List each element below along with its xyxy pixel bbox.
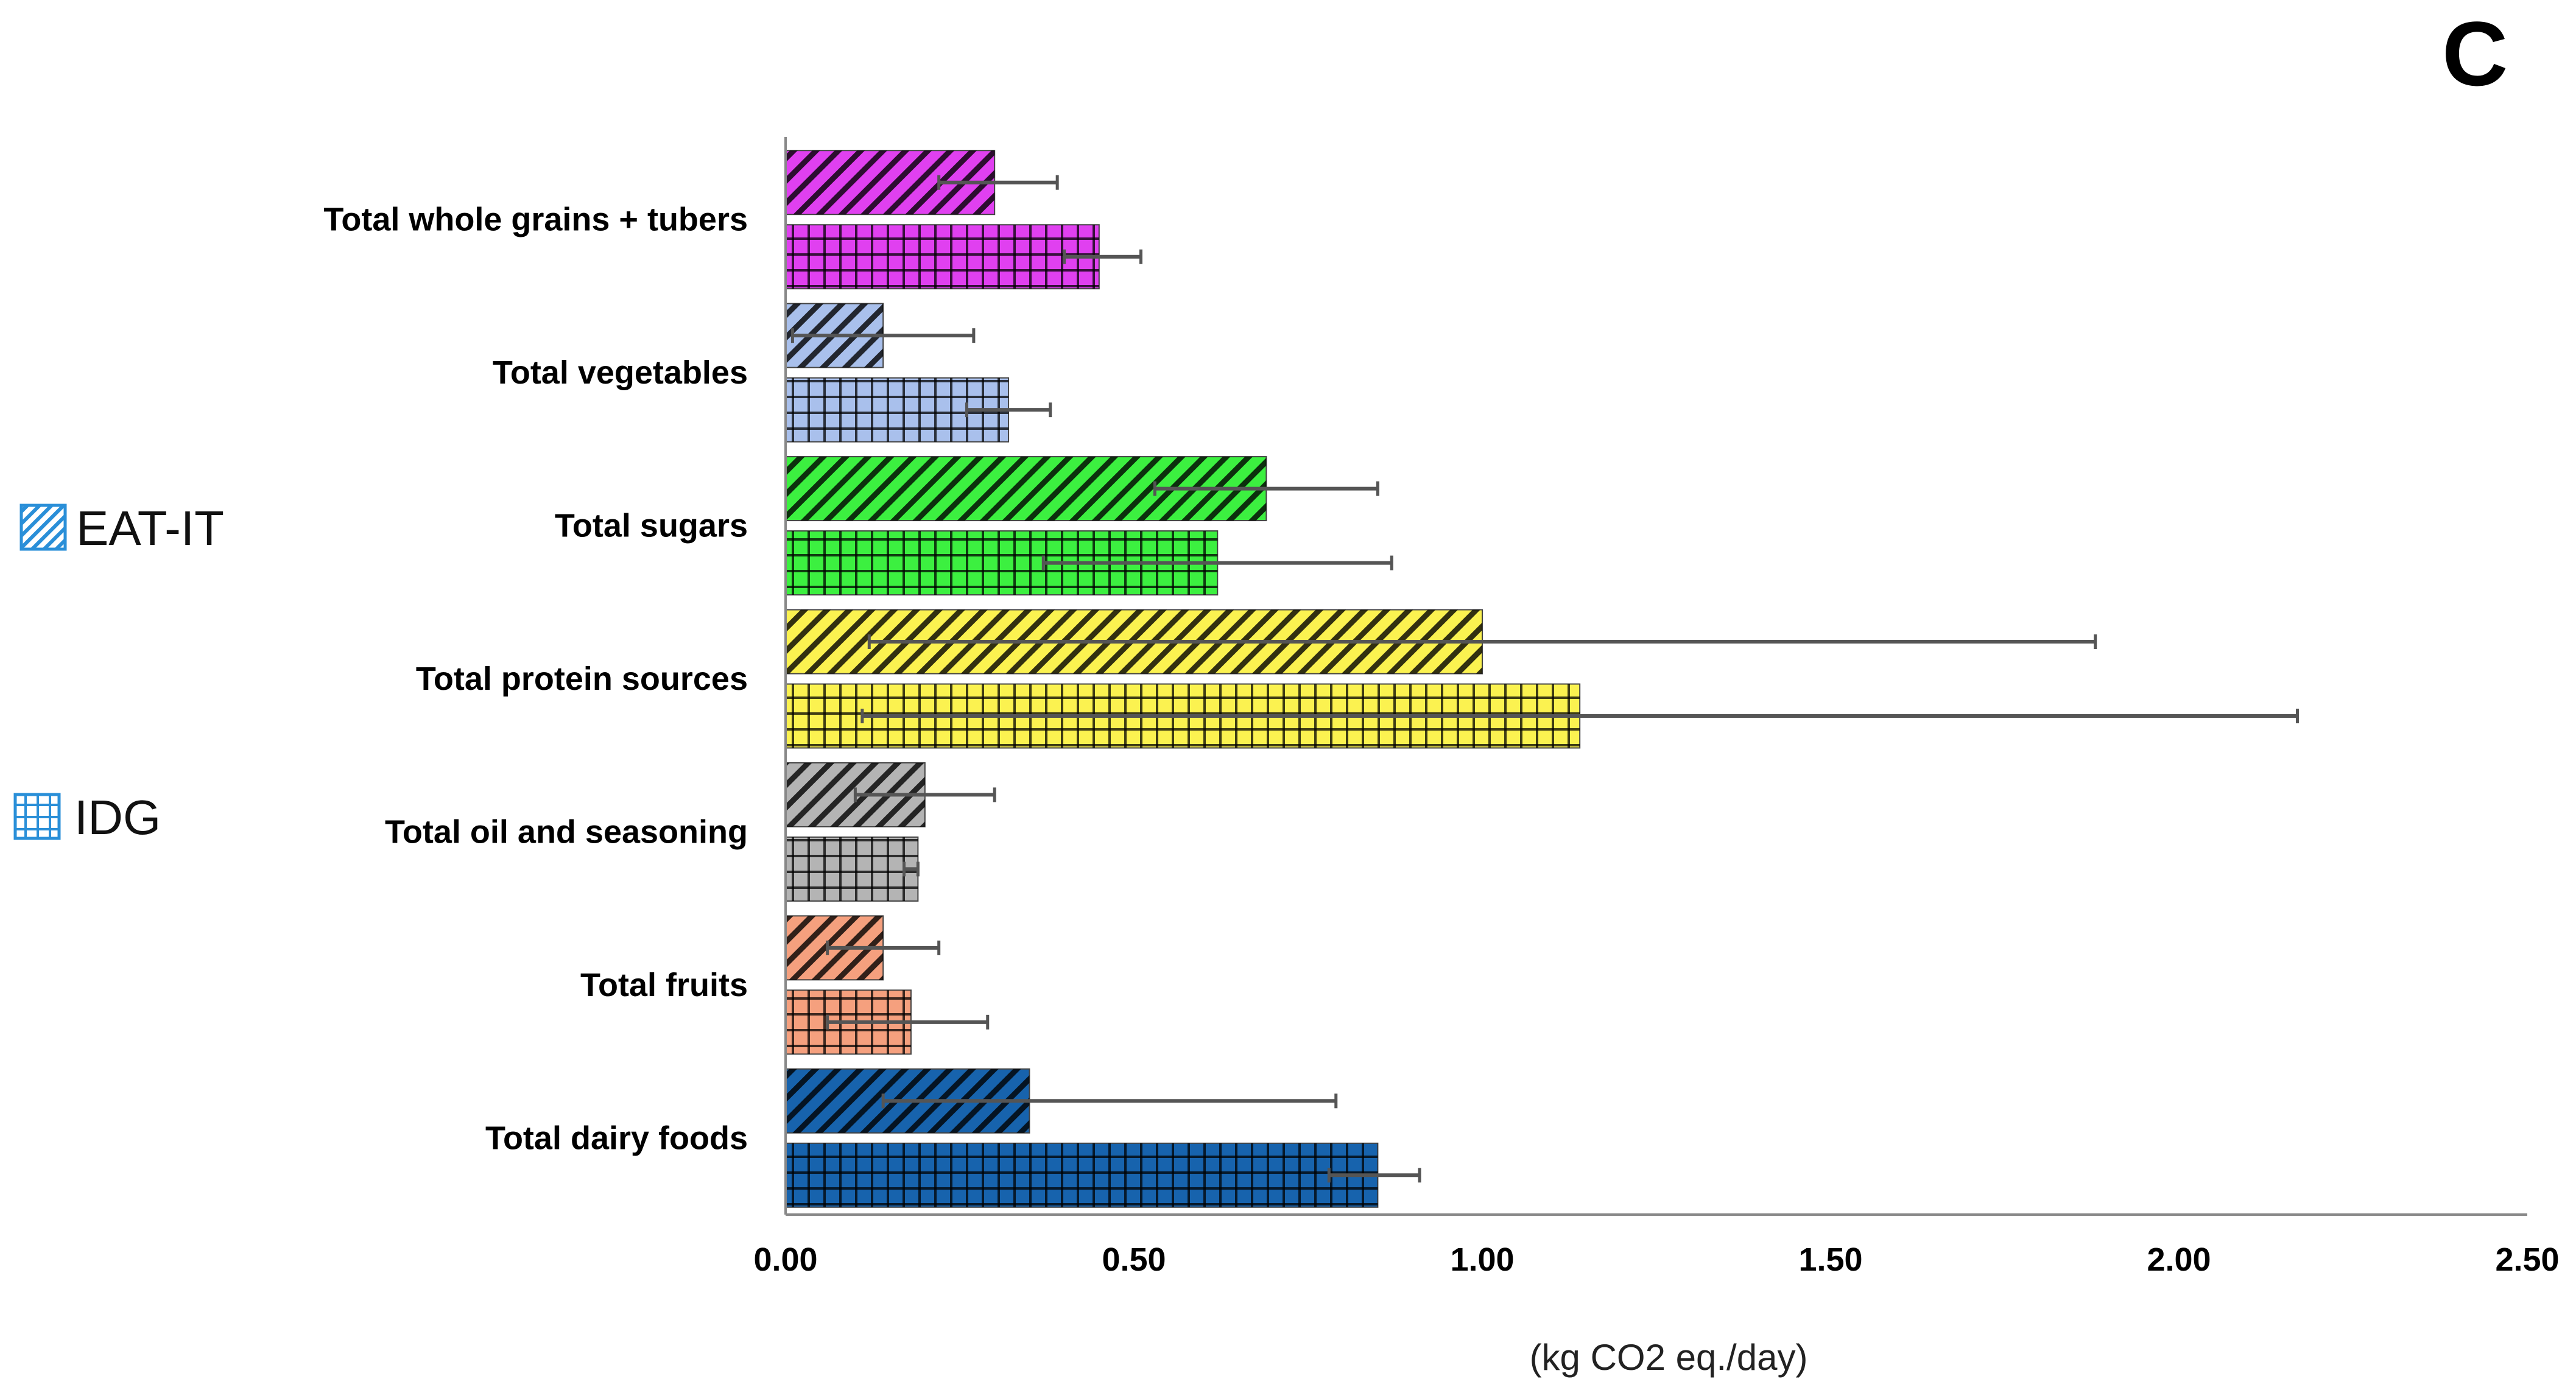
x-tick-label-0: 0.00 [753,1241,817,1278]
plot-area: Total whole grains + tubers Total vegetab… [323,137,2560,1278]
panel-label: C [2442,2,2508,105]
x-axis-title: (kg CO2 eq./day) [1530,1337,1808,1378]
x-tick-label-2: 1.00 [1450,1241,1514,1278]
legend-swatch-idg-pattern [15,795,59,838]
bar-idg-total-dairy-foods-pattern [786,1143,1378,1207]
x-tick-label-1: 0.50 [1102,1241,1166,1278]
legend-item-eat-it: EAT-IT [19,501,224,555]
x-tick-label-3: 1.50 [1798,1241,1862,1278]
legend-item-idg: IDG [13,790,161,844]
x-tick-label-5: 2.50 [2495,1241,2559,1278]
legend: EAT-IT IDG [13,501,224,844]
bar-idg-total-oil-and-seasoning-pattern [786,837,918,901]
category-label-total-sugars: Total sugars [555,508,748,544]
legend-swatch-eat-it-pattern [21,505,65,549]
legend-label-idg: IDG [74,790,161,844]
category-label-total-vegetables: Total vegetables [493,354,748,391]
bar-idg-total-whole-grains-tubers-pattern [786,225,1099,289]
category-label-total-fruits: Total fruits [580,967,748,1003]
category-label-total-dairy-foods: Total dairy foods [485,1120,748,1156]
category-label-total-whole-grains-tubers: Total whole grains + tubers [323,202,748,238]
category-label-total-protein-sources: Total protein sources [416,661,748,697]
x-tick-label-4: 2.00 [2147,1241,2211,1278]
legend-label-eat-it: EAT-IT [76,501,224,555]
category-label-total-oil-and-seasoning: Total oil and seasoning [385,813,748,850]
